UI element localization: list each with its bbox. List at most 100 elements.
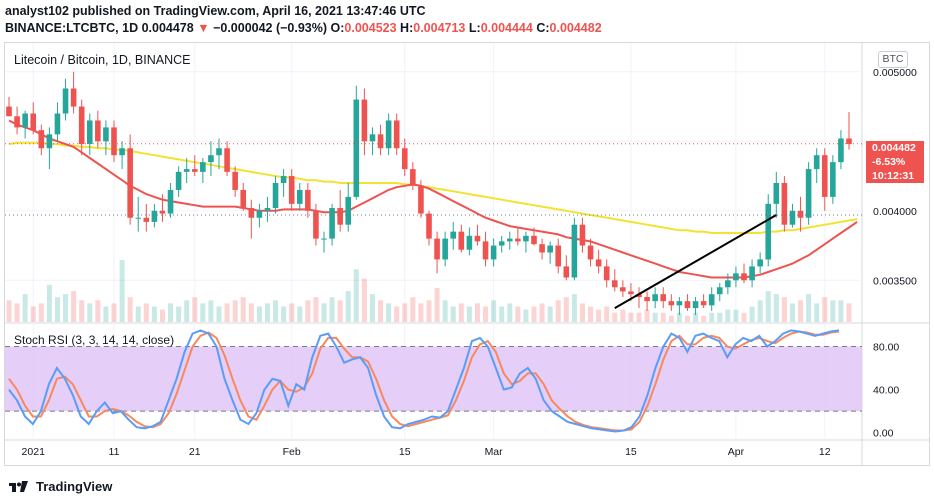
candle-body — [248, 208, 255, 218]
candle-body — [159, 210, 166, 214]
volume-bar — [684, 315, 690, 322]
price-axis-label: 0.005000 — [873, 67, 917, 79]
volume-bar — [822, 297, 828, 322]
candle-body — [175, 171, 182, 190]
candle-body — [789, 210, 796, 225]
volume-bar — [273, 300, 279, 322]
volume-bar — [14, 303, 20, 322]
candle-body — [636, 294, 642, 297]
volume-bar — [830, 300, 836, 322]
stoch-axis-label: 80.00 — [873, 342, 899, 354]
price-axis-label: 0.004000 — [873, 206, 917, 218]
volume-bar — [612, 312, 618, 322]
volume-bar — [240, 297, 246, 322]
volume-bar — [394, 306, 400, 322]
volume-bar — [127, 297, 133, 322]
high-value: 0.004713 — [413, 21, 466, 35]
volume-bar — [329, 297, 335, 322]
candle-body — [830, 162, 836, 197]
candle-body — [555, 245, 562, 267]
volume-bar — [410, 297, 416, 322]
volume-bar — [789, 303, 795, 322]
candle-body — [264, 208, 271, 211]
candle-body — [135, 217, 142, 219]
candle-body — [773, 183, 780, 204]
candle-body — [103, 127, 109, 142]
candle-body — [846, 138, 852, 145]
candle-body — [668, 301, 675, 306]
volume-bar — [256, 306, 262, 322]
candle-body — [393, 120, 400, 149]
candle-body — [660, 294, 667, 302]
candle-body — [401, 148, 408, 170]
candle-body — [232, 171, 238, 190]
candle-body — [482, 241, 489, 260]
time-axis-label: 21 — [189, 446, 201, 458]
price-axis-label: 0.003500 — [873, 275, 917, 287]
candle-body — [305, 189, 311, 211]
candle-body — [716, 287, 723, 295]
volume-bar — [466, 306, 472, 322]
volume-bar — [281, 306, 287, 322]
time-axis-label: 11 — [109, 446, 120, 458]
volume-bar — [402, 303, 408, 322]
candle-body — [353, 99, 360, 197]
candle-body — [587, 245, 594, 260]
volume-bar — [224, 303, 230, 322]
publish-line: analyst102 published on TradingView.com,… — [5, 4, 426, 18]
candle-body — [523, 235, 529, 242]
candle-body — [22, 113, 28, 128]
volume-bar — [539, 303, 545, 322]
candle-body — [345, 196, 352, 225]
volume-bar — [483, 306, 489, 322]
candle-body — [272, 183, 279, 209]
candle-body — [547, 245, 553, 253]
sma-fast-line — [8, 119, 858, 279]
candle-body — [337, 208, 343, 225]
volume-bar — [297, 306, 303, 322]
volume-bar — [176, 306, 182, 322]
candle-body — [765, 203, 772, 260]
candle-body — [240, 189, 247, 209]
volume-bar — [87, 303, 93, 322]
volume-bar — [71, 291, 77, 322]
volume-bar — [531, 306, 537, 322]
volume-bar — [305, 300, 311, 322]
volume-bar — [781, 297, 787, 322]
candle-body — [458, 231, 465, 250]
candle-body — [474, 235, 481, 242]
volume-bar — [111, 303, 117, 322]
stoch-axis-label: 0.00 — [873, 428, 894, 440]
volume-bar — [200, 303, 206, 322]
ohlc-line: BINANCE:LTCBTC, 1D 0.004478 ▼ −0.000042 … — [5, 20, 602, 37]
candle-body — [151, 210, 158, 222]
volume-bar — [701, 315, 707, 322]
time-axis-label: Apr — [728, 446, 745, 458]
price-tag-countdown: 10:12:31 — [872, 170, 915, 182]
candle-body — [442, 238, 448, 260]
candle-body — [46, 134, 53, 149]
volume-bar — [345, 291, 351, 322]
candle-body — [78, 106, 85, 145]
volume-bar — [426, 300, 432, 322]
candle-body — [62, 88, 69, 114]
volume-bar — [499, 306, 505, 322]
volume-bar — [725, 309, 731, 322]
volume-bar — [192, 297, 198, 322]
candle-body — [95, 120, 101, 142]
volume-bar — [208, 300, 214, 322]
volume-bar — [434, 287, 440, 322]
tradingview-wordmark: TradingView — [36, 478, 113, 494]
candle-body — [490, 245, 497, 260]
candle-body — [288, 176, 295, 204]
last-price: 0.004478 — [141, 21, 194, 35]
volume-bar — [361, 278, 367, 322]
volume-bar — [63, 294, 69, 322]
candle-body — [86, 120, 93, 145]
candle-body — [676, 301, 683, 306]
currency-badge[interactable]: BTC — [878, 51, 908, 68]
time-axis-label: Feb — [283, 446, 301, 458]
footer-brand[interactable]: TradingView — [8, 477, 112, 495]
volume-bar — [660, 312, 666, 322]
